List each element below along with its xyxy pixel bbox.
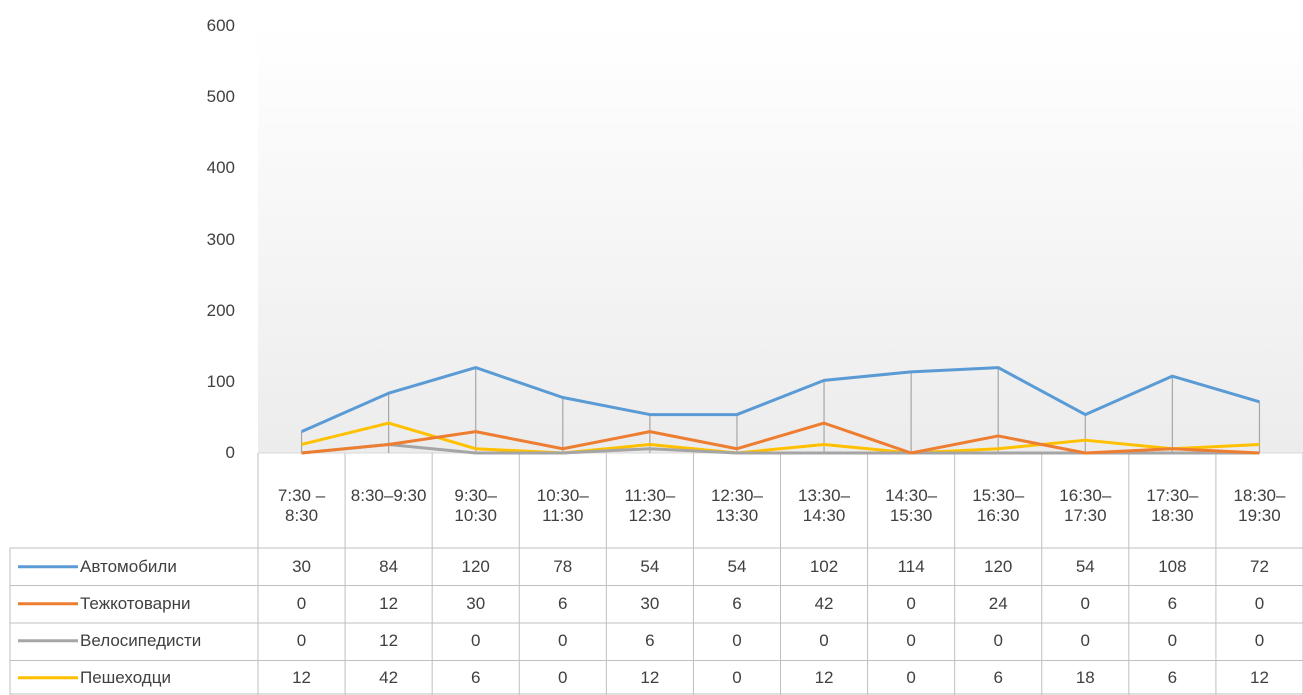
- legend-label: Автомобили: [80, 556, 177, 576]
- table-cell: 0: [993, 630, 1003, 650]
- legend-label: Велосипедисти: [80, 630, 202, 650]
- table-cell: 12: [1249, 667, 1269, 687]
- x-tick-label: 12:30–13:30: [710, 486, 763, 525]
- table-cell: 42: [814, 593, 834, 613]
- table-cell: 0: [296, 630, 307, 650]
- table-cell: 0: [1080, 630, 1091, 650]
- table-cell: 6: [1167, 667, 1178, 687]
- table-cell: 30: [466, 593, 486, 613]
- table-cell: 0: [1254, 630, 1265, 650]
- y-tick-label: 200: [206, 300, 235, 320]
- y-tick-label: 500: [206, 87, 235, 107]
- table-cell: 6: [558, 593, 568, 613]
- table-cell: 0: [732, 667, 742, 687]
- series-line: [301, 421, 1260, 455]
- table-cell: 0: [819, 630, 829, 650]
- table-cell: 0: [1167, 630, 1178, 650]
- table-cell: 114: [897, 556, 925, 576]
- x-tick-label: 11:30–12:30: [624, 486, 676, 525]
- table-cell: 0: [906, 667, 916, 687]
- table-cell: 6: [732, 593, 742, 613]
- table-cell: 0: [906, 630, 916, 650]
- table-cell: 108: [1158, 556, 1187, 576]
- y-tick-label: 300: [206, 229, 235, 249]
- table-cell: 54: [1075, 556, 1095, 576]
- table-cell: 12: [379, 593, 399, 613]
- table-cell: 54: [727, 556, 747, 576]
- x-tick-label: 14:30–15:30: [885, 486, 938, 525]
- table-cell: 6: [993, 667, 1003, 687]
- y-tick-label: 400: [206, 158, 235, 178]
- table-cell: 6: [470, 667, 481, 687]
- x-tick-label: 15:30–16:30: [972, 486, 1025, 525]
- x-tick-label: 7:30 – 8:30: [277, 486, 326, 525]
- table-cell: 24: [988, 593, 1008, 613]
- table-cell: 12: [379, 630, 399, 650]
- x-tick-label: 8:30–9:30: [350, 486, 427, 505]
- table-cell: 0: [906, 593, 916, 613]
- table-cell: 30: [292, 556, 311, 576]
- table-cell: 42: [379, 667, 399, 687]
- legend-label: Тежкотоварни: [80, 593, 191, 613]
- table-cell: 84: [379, 556, 399, 576]
- table-cell: 30: [640, 593, 660, 613]
- table-cell: 12: [292, 667, 311, 687]
- table-cell: 6: [1167, 593, 1178, 613]
- table-cell: 120: [984, 556, 1013, 576]
- table-cell: 78: [553, 556, 573, 576]
- table-cell: 72: [1249, 556, 1269, 576]
- table-cell: 102: [809, 556, 839, 576]
- table-cell: 12: [640, 667, 660, 687]
- table-cell: 0: [1080, 593, 1091, 613]
- table-cell: 18: [1075, 667, 1095, 687]
- table-cell: 54: [640, 556, 660, 576]
- table-cell: 0: [558, 630, 568, 650]
- y-tick-label: 100: [206, 371, 235, 391]
- series-line: [301, 421, 1260, 455]
- table-cell: 12: [814, 667, 834, 687]
- x-tick-label: 16:30–17:30: [1059, 486, 1112, 525]
- table-cell: 6: [645, 630, 655, 650]
- y-tick-label: 600: [206, 16, 235, 35]
- x-tick-label: 13:30–14:30: [798, 486, 851, 525]
- table-cell: 0: [732, 630, 742, 650]
- table-cell: 0: [558, 667, 568, 687]
- table-cell: 0: [296, 593, 307, 613]
- y-tick-label: 0: [225, 443, 235, 462]
- legend-label: Пешеходци: [80, 667, 171, 687]
- x-tick-label: 18:30–19:30: [1233, 486, 1286, 525]
- x-tick-label: 9:30–10:30: [454, 486, 497, 525]
- x-tick-label: 10:30–11:30: [536, 486, 589, 525]
- table-cell: 0: [1254, 593, 1265, 613]
- series-line: [300, 366, 1260, 434]
- table-cell: 0: [470, 630, 481, 650]
- table-cell: 120: [461, 556, 490, 576]
- x-tick-label: 17:30–18:30: [1146, 486, 1199, 525]
